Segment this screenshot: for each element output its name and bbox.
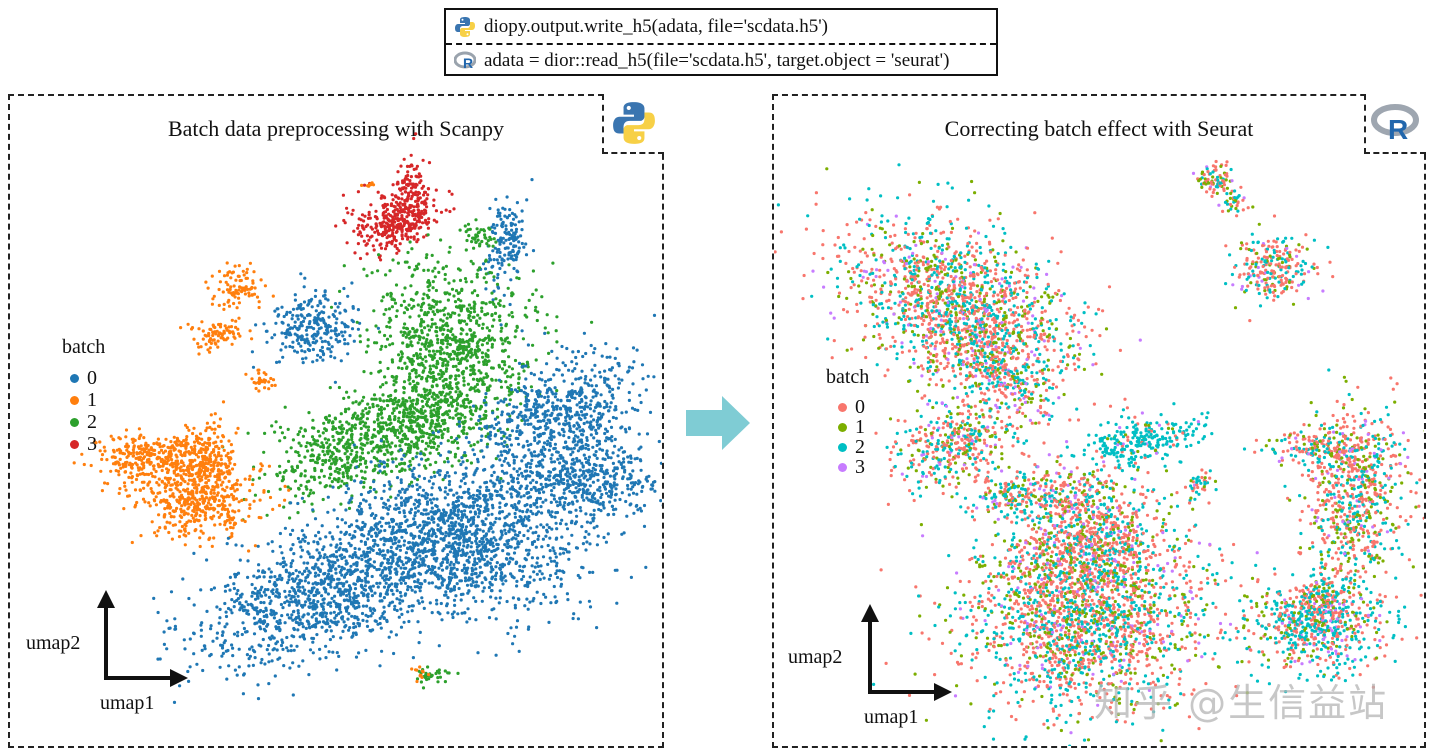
legend-swatch bbox=[838, 422, 847, 432]
scanpy-legend: batch 0 1 2 3 bbox=[62, 336, 105, 455]
legend-swatch bbox=[70, 439, 79, 449]
legend-item: 2 bbox=[62, 411, 105, 433]
python-code-text: diopy.output.write_h5(adata, file='scdat… bbox=[484, 15, 828, 37]
axis-arrows bbox=[861, 604, 952, 701]
scanpy-panel-title: Batch data preprocessing with Scanpy bbox=[167, 116, 504, 141]
seurat-panel-title: Correcting batch effect with Seurat bbox=[944, 116, 1254, 141]
legend-label: 2 bbox=[855, 436, 865, 458]
legend-label: 3 bbox=[855, 456, 865, 478]
legend-item: 1 bbox=[62, 389, 105, 411]
legend-label: 0 bbox=[855, 396, 865, 418]
legend-item: 0 bbox=[62, 367, 105, 389]
legend-item: 1 bbox=[826, 417, 869, 437]
legend-label: 1 bbox=[855, 416, 865, 438]
legend-title: batch bbox=[826, 366, 870, 388]
x-axis-label: umap1 bbox=[864, 706, 919, 728]
legend-label: 3 bbox=[87, 433, 97, 455]
seurat-umap-scatter bbox=[774, 159, 1424, 746]
y-axis-label: umap2 bbox=[788, 646, 843, 668]
seurat-legend: batch 0 1 2 3 bbox=[826, 366, 869, 477]
python-logo-box bbox=[602, 94, 664, 154]
right-arrow-icon bbox=[686, 396, 750, 450]
x-axis-label: umap1 bbox=[100, 692, 155, 714]
y-axis-label: umap2 bbox=[26, 632, 81, 654]
r-code-line: R adata = dior::read_h5(file='scdata.h5'… bbox=[446, 44, 996, 77]
axis-arrows bbox=[97, 590, 188, 687]
watermark: 知乎 @生信益站 bbox=[1094, 681, 1389, 725]
legend-swatch bbox=[838, 402, 847, 412]
code-divider bbox=[446, 43, 996, 45]
seurat-panel: Correcting batch effect with Seurat R ba… bbox=[772, 94, 1426, 748]
scanpy-panel: Batch data preprocessing with Scanpy bat… bbox=[8, 94, 664, 748]
legend-label: 1 bbox=[87, 389, 97, 411]
code-box: diopy.output.write_h5(adata, file='scdat… bbox=[444, 8, 998, 76]
legend-item: 2 bbox=[826, 437, 869, 457]
r-logo-icon: R bbox=[454, 51, 476, 71]
python-logo-icon bbox=[455, 16, 475, 37]
legend-title: batch bbox=[62, 336, 106, 358]
legend-label: 2 bbox=[87, 411, 97, 433]
r-logo-box: R bbox=[1364, 94, 1426, 154]
r-logo-icon: R bbox=[1371, 104, 1419, 143]
legend-label: 0 bbox=[87, 367, 97, 389]
legend-swatch bbox=[70, 373, 79, 383]
legend-swatch bbox=[838, 462, 847, 472]
python-logo-icon bbox=[613, 102, 655, 144]
scanpy-umap-scatter bbox=[72, 132, 662, 705]
python-code-line: diopy.output.write_h5(adata, file='scdat… bbox=[446, 10, 996, 43]
r-code-text: adata = dior::read_h5(file='scdata.h5', … bbox=[484, 49, 950, 71]
legend-item: 3 bbox=[62, 433, 105, 455]
legend-swatch bbox=[838, 442, 847, 452]
legend-swatch bbox=[70, 395, 79, 405]
svg-text:R: R bbox=[463, 55, 473, 71]
legend-item: 0 bbox=[826, 397, 869, 417]
legend-swatch bbox=[70, 417, 79, 427]
legend-item: 3 bbox=[826, 457, 869, 477]
